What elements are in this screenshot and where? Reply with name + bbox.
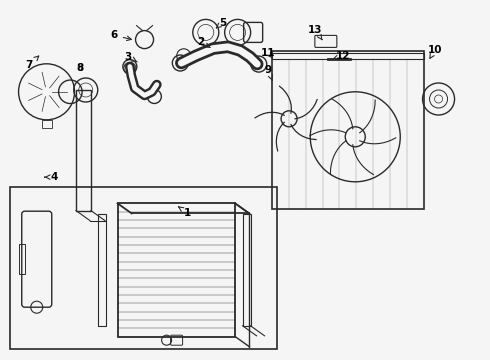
Bar (19, 244, 25, 274)
Text: 2: 2 (197, 37, 210, 48)
Text: 6: 6 (111, 30, 131, 41)
Bar (243, 214, 250, 326)
Bar (42, 120, 51, 128)
Bar (272, 53, 424, 59)
Text: 4: 4 (45, 172, 58, 182)
Text: 1: 1 (179, 207, 191, 218)
Bar (118, 203, 235, 337)
Bar (272, 51, 424, 209)
Bar (98, 214, 106, 326)
Text: 3: 3 (125, 52, 137, 62)
Text: 5: 5 (216, 18, 226, 28)
Text: 11: 11 (261, 48, 276, 58)
Text: 9: 9 (265, 65, 272, 81)
Text: 7: 7 (25, 56, 39, 70)
Text: 12: 12 (333, 51, 350, 61)
Text: 10: 10 (428, 45, 442, 58)
Bar (76, 90, 91, 211)
Text: 13: 13 (308, 24, 322, 40)
Text: 8: 8 (76, 63, 83, 73)
Bar (10, 187, 277, 349)
